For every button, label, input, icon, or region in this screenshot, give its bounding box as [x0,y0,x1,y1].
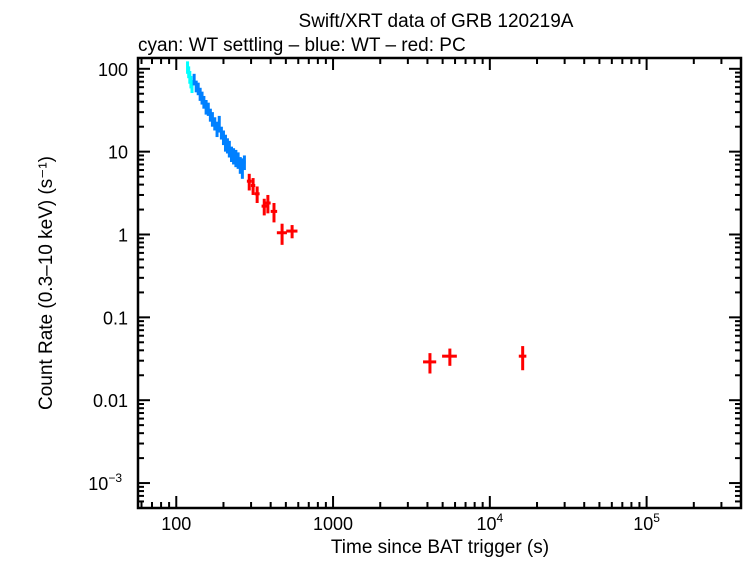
data-point [286,225,298,239]
x-tick-exponent: 4 [497,511,504,525]
y-tick-label: 100 [98,60,128,80]
data-point [217,115,221,133]
data-point [202,95,206,109]
data-point [210,112,214,127]
x-tick-label: 104 [476,511,503,534]
series-2 [246,173,527,374]
y-tick-label: 10 [108,143,128,163]
data-point [261,198,267,216]
data-point [276,223,287,245]
y-tick-exponent: −3 [108,471,122,485]
y-tick-label: 1 [118,226,128,246]
x-tick-exponent: 5 [653,511,660,525]
plot-frame [136,56,743,510]
data-point [270,203,278,223]
data-point [232,148,236,165]
data-point [423,353,437,374]
data-point [264,194,271,214]
x-tick-label: 100 [161,514,191,534]
x-tick-label: 1000 [313,514,353,534]
data-point [204,100,208,115]
chart-title: Swift/XRT data of GRB 120219A [299,11,574,32]
data-point [213,117,217,131]
data-point [518,346,527,371]
y-axis-label: Count Rate (0.3–10 keV) (s⁻¹) [36,156,57,410]
data-point [246,173,252,191]
data-point [254,186,260,204]
series-1 [192,73,246,179]
y-tick-label: 10−3 [88,471,122,494]
chart-subtitle: cyan: WT settling – blue: WT – red: PC [138,35,466,56]
data-point [442,348,457,366]
x-axis-label: Time since BAT trigger (s) [331,537,549,558]
x-tick-label: 105 [633,511,660,534]
data-point [190,80,194,94]
series-0 [186,61,194,94]
data-point [242,155,246,171]
data-point [250,178,256,195]
data-point [192,73,196,86]
y-tick-label: 0.01 [93,391,128,411]
y-tick-label: 0.1 [103,308,128,328]
